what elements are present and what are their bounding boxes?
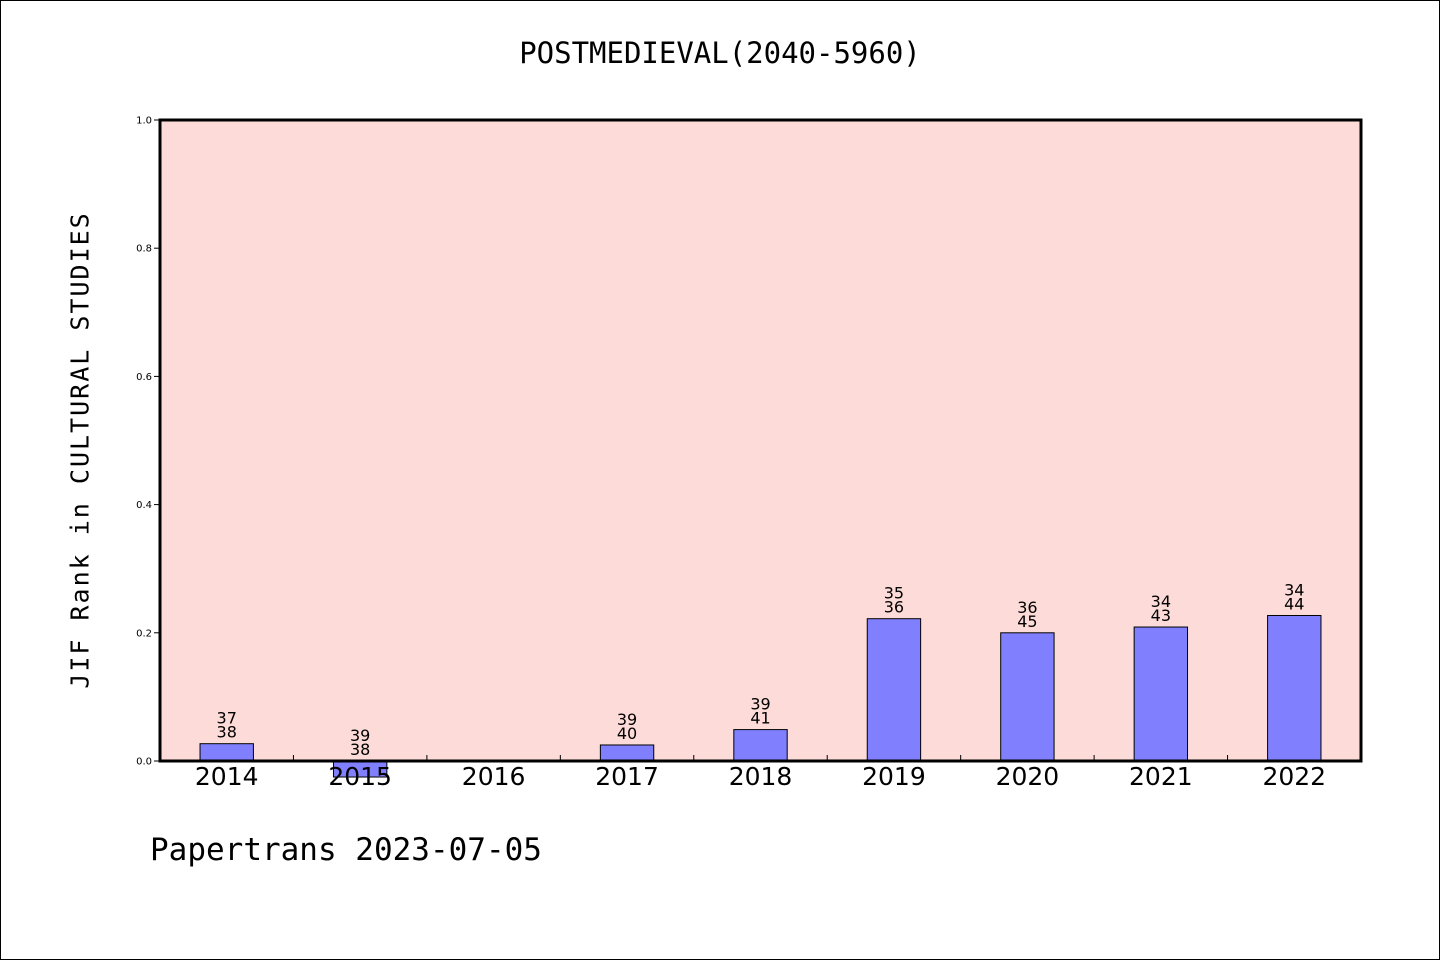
rank-label-top: 37: [217, 709, 237, 728]
rank-label-bottom: 44: [1284, 594, 1304, 613]
rank-label-top: 36: [1017, 598, 1037, 617]
rank-label-bottom: 41: [750, 709, 770, 728]
rank-label-top: 39: [750, 695, 770, 714]
plot-border: [158, 118, 1363, 763]
rank-label-bottom: 45: [1017, 612, 1037, 631]
bar-2022: [1267, 614, 1322, 762]
rank-label-top: 34: [1284, 580, 1304, 599]
bar-2014: [199, 743, 254, 762]
y-tick-label: 0.6: [136, 372, 152, 383]
rank-label-top: 39: [617, 710, 637, 729]
bar-2019: [866, 618, 922, 762]
x-tick-label: 2020: [996, 762, 1060, 791]
rank-label-top: 35: [884, 584, 904, 603]
y-ticks-group: 0.0 0.2 0.4 0.6 0.8 1.0: [136, 116, 160, 768]
rank-label-bottom: 36: [884, 598, 904, 617]
x-tick-label: 2015: [328, 762, 392, 791]
rank-label-top: 34: [1151, 592, 1171, 611]
y-tick-label: 0.4: [136, 500, 152, 511]
x-tick-label: 2014: [195, 762, 259, 791]
rank-label-bottom: 38: [217, 723, 237, 742]
footer-text: Papertrans 2023-07-05: [150, 832, 542, 868]
x-tick-label: 2021: [1129, 762, 1193, 791]
bar-2020: [1000, 632, 1055, 762]
bar-2018: [733, 729, 788, 762]
rank-label-top: 39: [350, 726, 370, 745]
x-tick-label: 2019: [862, 762, 926, 791]
x-tick-label: 2018: [729, 762, 793, 791]
chart-title: POSTMEDIEVAL(2040-5960): [519, 36, 921, 70]
x-tick-label: 2017: [595, 762, 659, 791]
rank-label-bottom: 38: [350, 740, 370, 759]
y-tick-label: 1.0: [136, 116, 152, 127]
x-tick-label: 2016: [462, 762, 526, 791]
bar-2017: [599, 744, 655, 762]
rank-label-bottom: 43: [1151, 606, 1171, 625]
x-tick-label: 2022: [1262, 762, 1326, 791]
y-tick-label: 0.2: [136, 628, 152, 639]
bar-2021: [1133, 626, 1189, 762]
rank-label-bottom: 40: [617, 724, 637, 743]
y-tick-label: 0.8: [136, 244, 152, 255]
y-tick-label: 0.0: [136, 757, 152, 768]
bars-group: [199, 614, 1322, 778]
x-ticks-group: 2014 2015 2016 2017 2018 2019 2020 2021 2022: [195, 755, 1326, 791]
